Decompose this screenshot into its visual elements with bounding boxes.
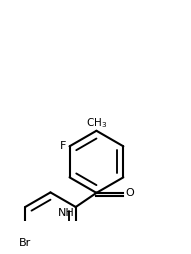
Text: Br: Br: [19, 239, 31, 248]
Text: O: O: [125, 188, 134, 198]
Text: $\mathregular{CH_3}$: $\mathregular{CH_3}$: [86, 116, 107, 130]
Text: NH: NH: [57, 208, 74, 218]
Text: F: F: [59, 141, 66, 151]
